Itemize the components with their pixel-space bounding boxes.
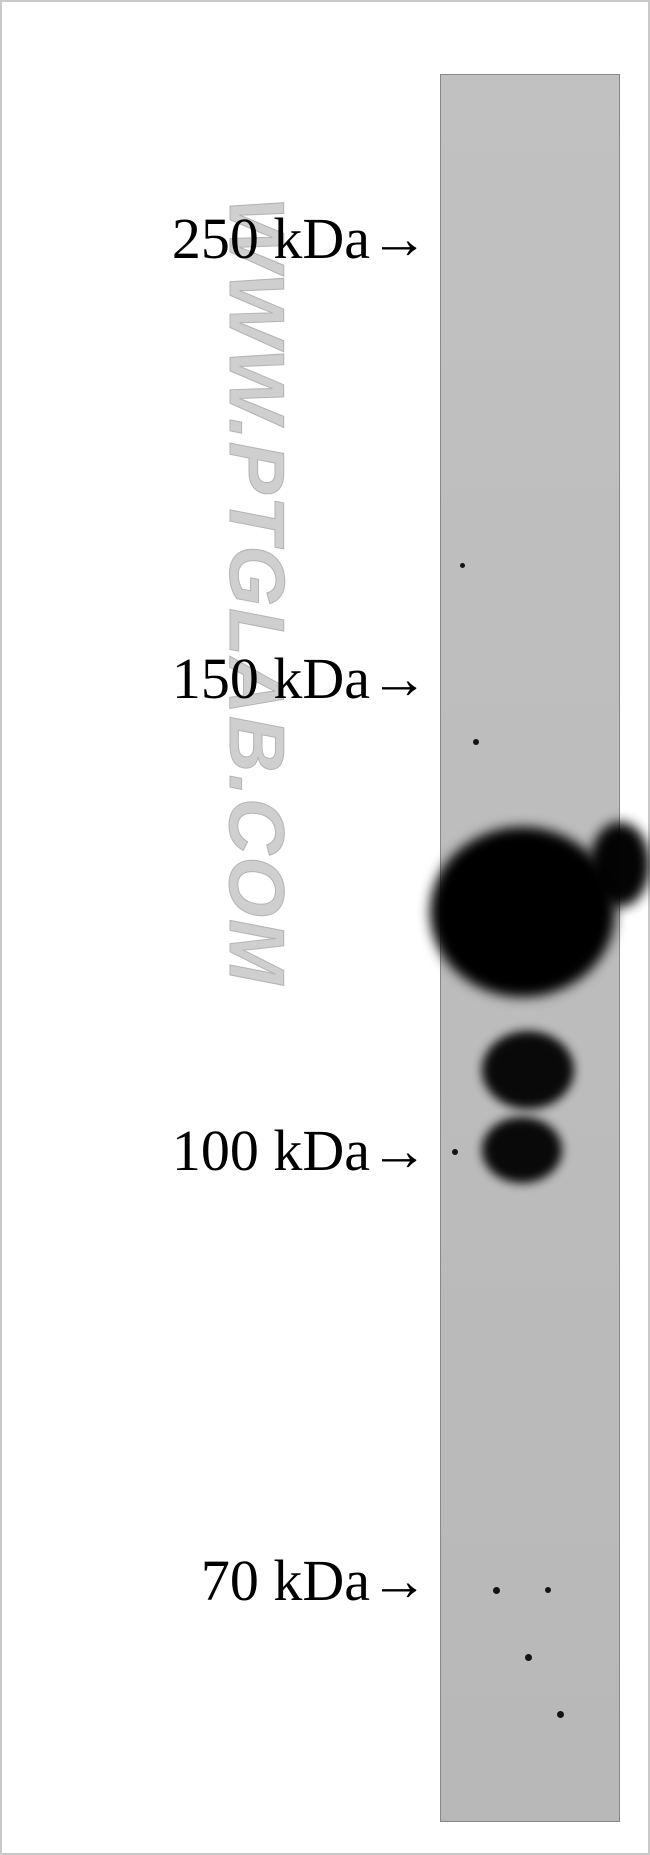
figure-container: WWW.PTGLAB.COM 250 kDa→ 150 kDa→ 100 kDa→ 7… [0,0,650,1855]
blot-speck [525,1654,532,1661]
watermark-text: WWW.PTGLAB.COM [211,197,302,986]
blot-speck [452,1149,458,1155]
blot-speck [493,1587,500,1594]
blot-band [590,822,650,907]
blot-speck [473,739,479,745]
blot-speck [460,563,465,568]
mw-marker-label: 150 kDa→ [172,645,428,712]
blot-band [482,1117,562,1183]
blot-speck [545,1587,551,1593]
blot-band [430,827,615,997]
mw-marker-label: 100 kDa→ [172,1117,428,1184]
blot-speck [557,1711,564,1718]
mw-marker-label: 250 kDa→ [172,205,428,272]
mw-marker-label: 70 kDa→ [201,1547,428,1614]
blot-band [482,1031,574,1109]
